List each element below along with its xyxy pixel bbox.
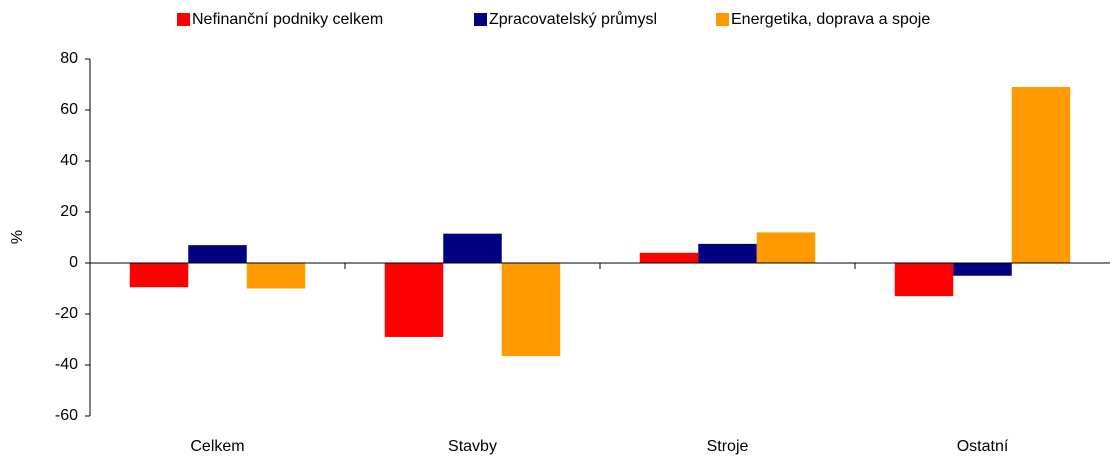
bar	[639, 252, 699, 263]
bar	[443, 233, 502, 263]
y-tick-label: -40	[55, 356, 78, 373]
bar	[129, 263, 189, 288]
legend-swatch	[716, 13, 729, 26]
y-tick-label: 40	[60, 152, 78, 169]
y-axis-label: %	[9, 230, 26, 244]
bar	[1011, 87, 1071, 263]
y-tick-label: 0	[69, 254, 78, 271]
bar	[756, 232, 816, 263]
bar	[698, 243, 757, 263]
legend-label: Energetika, doprava a spoje	[731, 11, 930, 28]
y-tick-label: 60	[60, 101, 78, 118]
x-tick-label: Stavby	[448, 438, 497, 455]
y-tick-label: 80	[60, 50, 78, 67]
bar	[188, 245, 247, 263]
legend-swatch	[474, 13, 487, 26]
bar	[953, 263, 1012, 276]
bar	[894, 263, 954, 297]
x-tick-label: Ostatní	[957, 438, 1009, 455]
bar	[384, 263, 444, 337]
bar	[501, 263, 561, 357]
x-tick-label: Stroje	[707, 438, 749, 455]
bar	[246, 263, 306, 289]
y-tick-label: -60	[55, 407, 78, 424]
y-tick-label: -20	[55, 305, 78, 322]
legend-swatch	[177, 13, 190, 26]
legend-label: Zpracovatelský průmysl	[489, 10, 657, 28]
x-tick-label: Celkem	[190, 438, 244, 455]
y-tick-label: 20	[60, 203, 78, 220]
legend-label: Nefinanční podniky celkem	[192, 11, 383, 28]
